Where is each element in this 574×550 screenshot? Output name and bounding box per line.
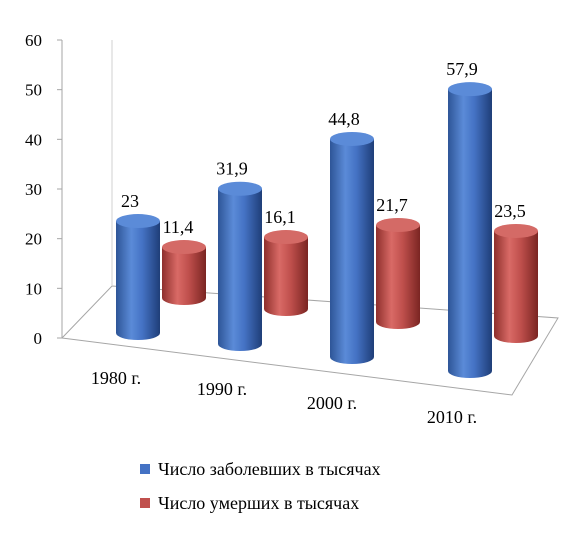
value-label-deaths-2: 21,7	[376, 195, 408, 215]
value-label-deaths-0: 11,4	[163, 217, 194, 237]
y-tick-label: 20	[25, 230, 42, 249]
bar-cases-2-body	[330, 138, 374, 364]
legend-label-deaths: Число умерших в тысячах	[158, 492, 360, 513]
value-label-deaths-3: 23,5	[494, 201, 526, 221]
bar-cases-1	[218, 181, 262, 351]
y-tick-label: 10	[25, 279, 42, 298]
bar-deaths-0-body	[162, 247, 206, 305]
y-tick-label: 50	[25, 81, 42, 100]
bar-cases-0	[116, 214, 160, 340]
bar-cases-3	[448, 82, 492, 378]
y-tick-label: 30	[25, 180, 42, 199]
chart-floor	[60, 40, 559, 396]
y-tick-label: 40	[25, 130, 42, 149]
bar-deaths-1-top	[264, 230, 308, 245]
bar-deaths-2-top	[376, 218, 420, 233]
bar-cases-0-top	[116, 214, 160, 229]
bar-deaths-3-top	[494, 223, 538, 238]
bar-cases-1-body	[218, 188, 262, 351]
legend: Число заболевших в тысячах Число умерших…	[140, 452, 381, 520]
category-label-2: 2000 г.	[307, 393, 357, 413]
floor-outline	[60, 285, 559, 396]
bar-deaths-3	[494, 223, 538, 343]
bar-deaths-1	[264, 230, 308, 316]
bar-cases-3-body	[448, 89, 492, 378]
legend-swatch-deaths	[140, 498, 150, 508]
bar-deaths-2-body	[376, 225, 420, 329]
y-axis: 0 10 20 30 40 50 60	[25, 31, 63, 348]
value-label-cases-3: 57,9	[446, 59, 478, 79]
bar-cases-3-top	[448, 82, 492, 97]
bar-cases-0-body	[116, 221, 160, 340]
bar-cases-1-top	[218, 181, 262, 196]
value-label-cases-1: 31,9	[216, 159, 248, 179]
value-label-cases-0: 23	[121, 191, 139, 211]
legend-label-cases: Число заболевших в тысячах	[158, 458, 381, 479]
category-label-0: 1980 г.	[91, 368, 141, 388]
value-label-deaths-1: 16,1	[264, 207, 296, 227]
bar-cases-2-top	[330, 131, 374, 146]
bar-cases-2	[330, 131, 374, 364]
legend-item-cases: Число заболевших в тысячах	[140, 452, 381, 486]
value-label-cases-2: 44,8	[328, 109, 360, 129]
chart-plot: 0 10 20 30 40 50 60 23 11,4 31,9 16,1 44,8 21,7 57,9…	[25, 31, 559, 427]
bar-deaths-2	[376, 218, 420, 329]
legend-swatch-cases	[140, 464, 150, 474]
bar-deaths-3-body	[494, 230, 538, 343]
bar-deaths-0	[162, 240, 206, 305]
category-label-3: 2010 г.	[427, 407, 477, 427]
legend-item-deaths: Число умерших в тысячах	[140, 486, 381, 520]
y-tick-label: 60	[25, 31, 42, 50]
category-label-1: 1990 г.	[197, 379, 247, 399]
y-tick-label: 0	[34, 329, 43, 348]
bar-deaths-0-top	[162, 240, 206, 255]
bars-group	[116, 82, 538, 378]
labels-group: 23 11,4 31,9 16,1 44,8 21,7 57,9 23,5 1980 г. 199…	[91, 59, 526, 427]
bar-deaths-1-body	[264, 237, 308, 316]
